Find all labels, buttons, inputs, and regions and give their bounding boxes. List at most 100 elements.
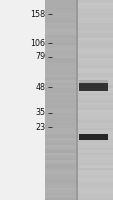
Bar (77, 152, 113, 155)
Bar (75, 0, 77, 200)
Bar (77, 22, 113, 25)
Bar (45, 7, 75, 10)
Bar (45, 15, 75, 18)
Bar (77, 98, 113, 100)
Bar (77, 90, 113, 92)
Bar (77, 162, 113, 165)
Bar (77, 38, 113, 40)
Text: 35: 35 (35, 108, 45, 117)
Bar (45, 70, 75, 73)
Bar (45, 22, 75, 25)
Bar (77, 185, 113, 188)
Bar (77, 40, 113, 43)
Bar (77, 77, 113, 80)
Text: 23: 23 (35, 122, 45, 132)
Bar (77, 47, 113, 50)
Bar (77, 105, 113, 108)
Bar (45, 130, 75, 132)
Bar (45, 158, 75, 160)
Bar (77, 7, 113, 10)
Bar (77, 60, 113, 62)
Bar (45, 43, 75, 45)
Bar (77, 195, 113, 198)
Bar (45, 25, 75, 27)
Bar (77, 145, 113, 148)
Bar (77, 138, 113, 140)
Bar (77, 108, 113, 110)
Bar (45, 140, 75, 142)
Bar (77, 178, 113, 180)
Bar (77, 88, 113, 90)
Bar (45, 112, 75, 115)
Bar (45, 162, 75, 165)
Bar (77, 120, 113, 122)
Bar (77, 115, 113, 117)
Text: 48: 48 (35, 83, 45, 92)
Bar (45, 27, 75, 30)
Bar (45, 32, 75, 35)
Bar (45, 80, 75, 82)
Bar (77, 70, 113, 73)
Bar (45, 120, 75, 122)
Bar (77, 85, 113, 88)
Bar (45, 178, 75, 180)
Bar (45, 65, 75, 68)
Bar (77, 52, 113, 55)
Bar (45, 55, 75, 58)
Bar (45, 68, 75, 70)
Bar (45, 18, 75, 20)
Bar (45, 95, 75, 98)
Bar (45, 47, 75, 50)
Bar (77, 2, 113, 5)
Bar (77, 172, 113, 175)
Bar (45, 165, 75, 168)
Bar (45, 12, 75, 15)
Bar (77, 65, 113, 68)
Bar (77, 25, 113, 27)
Bar (77, 68, 113, 70)
Bar (77, 62, 113, 65)
Bar (45, 148, 75, 150)
Bar (45, 188, 75, 190)
Bar (45, 185, 75, 188)
Bar (45, 150, 75, 152)
Bar (77, 10, 113, 12)
Bar (77, 135, 113, 138)
Bar (45, 145, 75, 148)
Bar (45, 135, 75, 138)
Bar (77, 125, 113, 128)
Bar (45, 0, 75, 2)
Bar (77, 5, 113, 7)
Bar (45, 118, 75, 120)
Bar (45, 102, 75, 105)
Bar (77, 58, 113, 60)
Bar (77, 80, 113, 82)
Bar (45, 155, 75, 158)
Bar (77, 148, 113, 150)
Bar (77, 168, 113, 170)
Bar (45, 58, 75, 60)
Bar (45, 190, 75, 192)
Bar (45, 5, 75, 7)
Bar (45, 115, 75, 117)
Bar (45, 45, 75, 47)
Bar (45, 30, 75, 32)
Bar (45, 98, 75, 100)
Bar (45, 52, 75, 55)
Bar (77, 82, 113, 85)
Bar (77, 45, 113, 47)
Bar (77, 92, 113, 95)
Bar (45, 160, 75, 162)
Bar (45, 38, 75, 40)
Bar (77, 160, 113, 162)
Bar (45, 195, 75, 198)
Bar (45, 50, 75, 52)
Bar (45, 85, 75, 88)
Bar (45, 92, 75, 95)
Bar (45, 122, 75, 125)
Bar (45, 90, 75, 92)
Bar (45, 100, 75, 102)
Bar (77, 50, 113, 52)
Bar (77, 75, 113, 77)
Bar (45, 180, 75, 182)
